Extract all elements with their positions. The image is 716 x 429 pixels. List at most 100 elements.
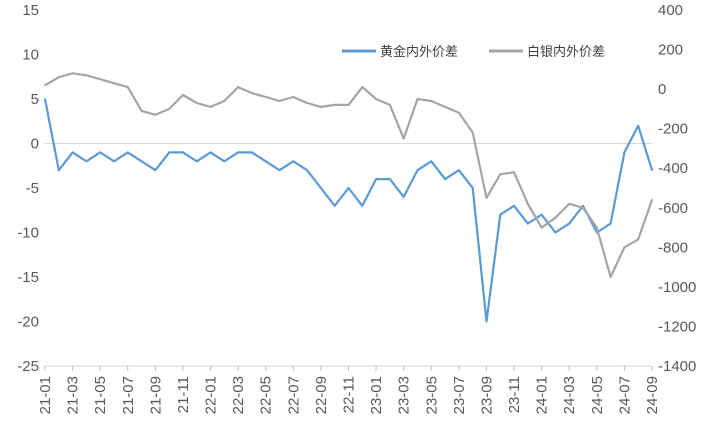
left-tick-label: -10: [17, 225, 39, 242]
series-point-0: [568, 222, 571, 225]
series-point-1: [182, 94, 184, 96]
series-point-1: [444, 106, 446, 108]
x-tick-label: 24-07: [616, 376, 633, 414]
series-point-0: [182, 151, 184, 154]
legend-label: 白银内外价差: [527, 44, 605, 60]
series-point-0: [361, 204, 364, 207]
series-point-0: [651, 169, 653, 172]
series-point-0: [540, 213, 543, 216]
x-tick-label: 23-05: [423, 376, 440, 414]
series-point-0: [57, 169, 60, 172]
series-point-1: [209, 106, 212, 108]
series-point-1: [237, 86, 240, 89]
series-point-1: [85, 74, 88, 77]
right-tick-label: 0: [658, 81, 666, 98]
series-point-1: [554, 216, 557, 219]
series-point-0: [444, 178, 446, 181]
series-point-0: [278, 169, 281, 172]
series-point-1: [651, 198, 653, 201]
x-tick-label: 22-07: [285, 376, 302, 414]
series-point-1: [168, 107, 171, 110]
series-point-0: [154, 169, 157, 172]
series-point-1: [388, 104, 391, 106]
right-tick-label: -200: [658, 121, 688, 138]
series-point-1: [526, 202, 529, 205]
left-tick-label: 10: [22, 47, 39, 64]
series-point-1: [251, 92, 253, 94]
series-point-1: [513, 171, 515, 174]
right-tick-label: 400: [658, 2, 683, 19]
series-point-1: [540, 226, 543, 229]
series-point-0: [375, 178, 377, 181]
left-tick-label: -20: [17, 314, 39, 331]
series-point-0: [195, 160, 198, 163]
series-point-0: [526, 222, 529, 225]
series-point-0: [582, 204, 584, 207]
x-tick-label: 23-01: [368, 376, 385, 414]
series-point-1: [416, 98, 419, 100]
series-point-1: [113, 82, 115, 85]
right-tick-label: 200: [658, 42, 683, 59]
x-tick-label: 23-07: [451, 376, 468, 414]
right-tick-label: -400: [658, 160, 688, 177]
series-point-1: [609, 276, 612, 278]
series-point-0: [44, 98, 46, 100]
legend: 黄金内外价差 白银内外价差: [342, 44, 605, 60]
series-point-1: [126, 86, 129, 89]
series-line-1: [44, 72, 654, 279]
series-point-0: [471, 187, 474, 189]
series-point-1: [71, 72, 74, 75]
x-tick-label: 21-09: [147, 376, 164, 414]
series-point-1: [99, 78, 102, 81]
left-tick-label: -5: [26, 180, 39, 197]
series-point-0: [388, 178, 391, 181]
series-point-0: [402, 196, 405, 198]
series-point-0: [292, 160, 295, 163]
series-group: [43, 72, 654, 323]
series-point-0: [99, 151, 102, 154]
series-line-0: [43, 98, 654, 323]
series-point-0: [320, 187, 322, 189]
x-tick-label: 22-11: [341, 376, 358, 413]
x-tick-label: 21-07: [120, 376, 137, 414]
series-point-1: [333, 104, 336, 106]
x-tick-label: 24-01: [534, 376, 551, 414]
series-point-0: [554, 231, 557, 234]
series-point-0: [251, 151, 253, 154]
x-tick-label: 24-03: [561, 376, 578, 414]
left-tick-label: 0: [31, 136, 39, 153]
series-point-1: [347, 104, 350, 106]
right-tick-label: -1400: [658, 358, 696, 375]
series-point-0: [264, 160, 267, 163]
series-point-1: [195, 102, 198, 104]
series-point-0: [306, 169, 309, 172]
series-point-0: [126, 151, 129, 154]
series-point-0: [71, 151, 74, 154]
x-tick-label: 22-09: [313, 376, 330, 414]
x-tick-label: 22-01: [203, 376, 220, 414]
series-point-1: [485, 196, 488, 199]
series-point-1: [140, 109, 143, 112]
series-point-1: [568, 202, 571, 205]
series-point-1: [471, 131, 474, 134]
series-point-0: [430, 160, 433, 163]
series-point-1: [292, 96, 295, 98]
x-tick-label: 24-05: [589, 376, 606, 414]
x-tick-label: 23-03: [396, 376, 413, 414]
right-tick-label: -800: [658, 239, 688, 256]
series-point-1: [278, 100, 281, 102]
series-point-1: [57, 76, 60, 79]
series-point-0: [457, 169, 460, 172]
series-point-0: [609, 222, 612, 225]
x-tick-label: 24-09: [644, 376, 661, 414]
series-point-0: [513, 204, 515, 207]
x-tick-label: 22-03: [230, 376, 247, 414]
series-point-0: [85, 160, 88, 163]
series-point-1: [430, 100, 433, 102]
x-tick-label: 21-01: [37, 376, 54, 414]
right-tick-label: -600: [658, 200, 688, 217]
series-point-0: [637, 124, 640, 127]
series-point-0: [168, 151, 171, 154]
series-point-1: [320, 106, 322, 108]
